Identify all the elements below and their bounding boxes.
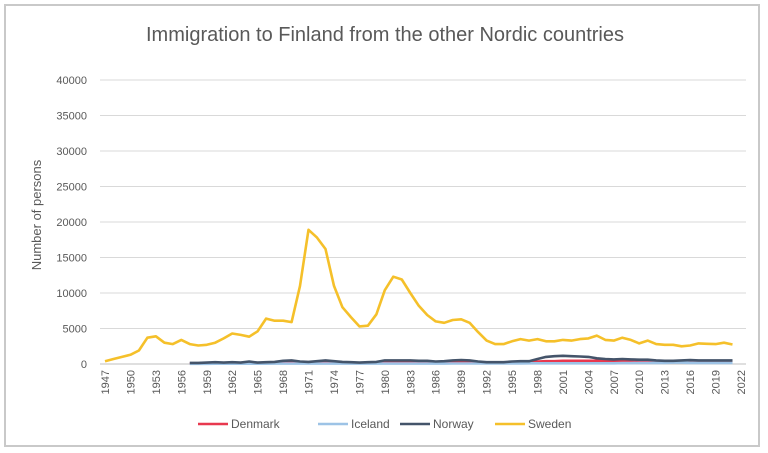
x-tick-label: 1986 bbox=[431, 370, 443, 394]
x-tick-label: 1965 bbox=[253, 370, 265, 394]
x-tick-label: 1974 bbox=[329, 370, 341, 394]
y-tick-label: 10000 bbox=[56, 288, 87, 300]
y-tick-label: 15000 bbox=[56, 253, 87, 265]
x-tick-label: 1962 bbox=[227, 370, 239, 394]
x-tick-label: 1971 bbox=[304, 370, 316, 394]
y-tick-label: 20000 bbox=[56, 217, 87, 229]
x-tick-label: 1959 bbox=[202, 370, 214, 394]
y-tick-label: 5000 bbox=[63, 324, 87, 336]
series-line-iceland bbox=[189, 361, 733, 366]
x-tick-label: 1980 bbox=[380, 370, 392, 394]
x-tick-label: 1992 bbox=[482, 370, 494, 394]
x-tick-label: 2016 bbox=[685, 370, 697, 394]
y-tick-label: 25000 bbox=[56, 182, 87, 194]
x-tick-label: 1977 bbox=[354, 370, 366, 394]
y-tick-label: 35000 bbox=[56, 111, 87, 123]
chart-frame bbox=[4, 4, 760, 447]
x-tick-label: 2001 bbox=[558, 370, 570, 394]
legend-label-norway: Norway bbox=[433, 417, 474, 431]
x-tick-label: 1998 bbox=[532, 370, 544, 394]
x-tick-label: 2022 bbox=[736, 370, 748, 394]
x-tick-label: 2004 bbox=[583, 370, 595, 394]
x-tick-label: 2019 bbox=[711, 370, 723, 394]
y-axis-label: Number of persons bbox=[29, 159, 44, 270]
x-tick-label: 2007 bbox=[609, 370, 621, 394]
legend-label-iceland: Iceland bbox=[351, 417, 390, 431]
chart-title: Immigration to Finland from the other No… bbox=[146, 24, 624, 46]
y-tick-label: 0 bbox=[81, 359, 87, 371]
x-tick-label: 1956 bbox=[176, 370, 188, 394]
legend-label-denmark: Denmark bbox=[231, 417, 281, 431]
x-tick-label: 1995 bbox=[507, 370, 519, 394]
x-tick-label: 1950 bbox=[125, 370, 137, 394]
x-tick-label: 2010 bbox=[634, 370, 646, 394]
x-tick-label: 1953 bbox=[151, 370, 163, 394]
y-tick-label: 30000 bbox=[56, 146, 87, 158]
y-tick-label: 40000 bbox=[56, 75, 87, 87]
x-tick-label: 1983 bbox=[405, 370, 417, 394]
series-line-norway bbox=[189, 354, 733, 365]
legend-label-sweden: Sweden bbox=[528, 417, 571, 431]
x-tick-label: 1968 bbox=[278, 370, 290, 394]
x-tick-label: 1947 bbox=[100, 370, 112, 394]
x-tick-label: 2013 bbox=[660, 370, 672, 394]
series-line-sweden bbox=[104, 228, 733, 363]
x-tick-label: 1989 bbox=[456, 370, 468, 394]
